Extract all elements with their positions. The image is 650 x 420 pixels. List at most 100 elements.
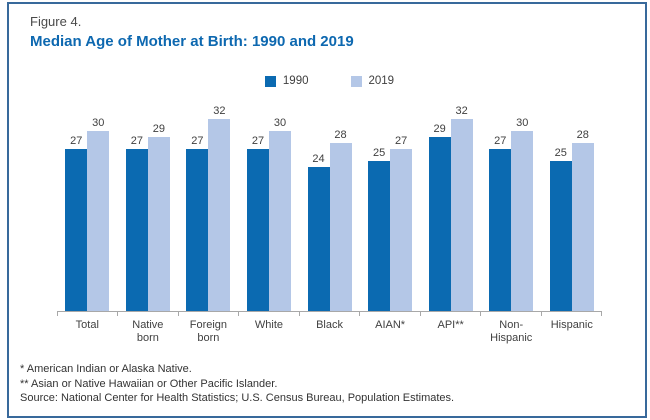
bar-wrap-2019-foreign-born: 32 — [208, 105, 231, 311]
value-label-1990-black: 24 — [312, 153, 325, 165]
bar-wrap-1990-black: 24 — [307, 153, 330, 311]
axis-tick — [177, 312, 238, 316]
axis-tick — [298, 312, 359, 316]
bar-group-black: 24 28 — [299, 129, 360, 311]
figure-header: Figure 4. Median Age of Mother at Birth:… — [30, 14, 645, 52]
value-label-1990-aian: 25 — [372, 147, 386, 159]
bar-chart: 1990 2019 27 30 27 29 27 32 27 30 24 28 25 27 29 32 27… — [57, 74, 602, 345]
bar-wrap-2019-non-hispanic: 30 — [511, 117, 534, 311]
bar-wrap-1990-hispanic: 25 — [549, 147, 572, 311]
legend-item-2019: 2019 — [350, 75, 395, 87]
value-label-1990-total: 27 — [70, 135, 83, 147]
figure-title: Median Age of Mother at Birth: 1990 and … — [30, 33, 354, 50]
category-labels: Total Native born Foreign born White Black AIAN… — [57, 319, 602, 345]
axis-tick — [238, 312, 298, 316]
legend-label-1990: 1990 — [282, 75, 309, 87]
bar-1990-native-born — [125, 149, 148, 311]
legend-item-1990: 1990 — [264, 75, 309, 87]
bar-group-hispanic: 25 28 — [542, 129, 603, 311]
bar-2019-native-born — [147, 137, 170, 311]
value-label-2019-foreign-born: 32 — [213, 105, 226, 117]
bar-group-total: 27 30 — [57, 117, 118, 311]
bars-area: 27 30 27 29 27 32 27 30 24 28 25 27 29 32 27 30 25 28 — [57, 103, 602, 311]
bar-2019-white — [268, 131, 291, 311]
bar-2019-aian — [390, 149, 413, 311]
bar-2019-total — [87, 131, 110, 311]
bar-wrap-2019-black: 28 — [329, 129, 352, 311]
bar-wrap-2019-api: 32 — [450, 105, 473, 311]
bar-group-native-born: 27 29 — [118, 123, 179, 311]
bar-1990-foreign-born — [186, 149, 209, 311]
chart-legend: 1990 2019 — [57, 74, 602, 88]
bar-2019-non-hispanic — [511, 131, 534, 311]
bar-1990-api — [428, 137, 451, 311]
axis-tick — [419, 312, 480, 316]
legend-label-2019: 2019 — [368, 75, 395, 87]
value-label-2019-hispanic: 28 — [576, 129, 589, 141]
bar-wrap-1990-total: 27 — [65, 135, 88, 311]
bar-2019-foreign-born — [208, 119, 231, 311]
axis-tick — [117, 312, 177, 316]
bar-wrap-1990-foreign-born: 27 — [186, 135, 209, 311]
bar-1990-black — [307, 167, 330, 311]
axis-tick — [359, 312, 419, 316]
bar-wrap-1990-api: 29 — [428, 123, 451, 311]
footnote-aian: * American Indian or Alaska Native. — [20, 363, 192, 375]
figure-frame: Figure 4. Median Age of Mother at Birth:… — [7, 2, 647, 418]
bar-group-non-hispanic: 27 30 — [481, 117, 542, 311]
value-label-1990-hispanic: 25 — [554, 147, 567, 159]
bar-wrap-2019-aian: 27 — [390, 135, 413, 311]
category-label-black: Black — [316, 319, 343, 331]
figure-label: Figure 4. — [30, 14, 82, 29]
axis-tick — [480, 312, 540, 316]
footnotes: * American Indian or Alaska Native. ** A… — [20, 362, 645, 406]
value-label-1990-native-born: 27 — [130, 135, 143, 147]
value-label-2019-total: 30 — [92, 117, 105, 129]
bar-wrap-1990-white: 27 — [246, 135, 269, 311]
value-label-2019-black: 28 — [334, 129, 347, 141]
value-label-2019-white: 30 — [273, 117, 287, 129]
category-label-api: API** — [437, 319, 464, 331]
bar-wrap-2019-total: 30 — [87, 117, 110, 311]
value-label-2019-non-hispanic: 30 — [516, 117, 529, 129]
value-label-1990-api: 29 — [433, 123, 446, 135]
bar-wrap-2019-hispanic: 28 — [571, 129, 594, 311]
axis-tick — [57, 312, 117, 316]
value-label-2019-aian: 27 — [394, 135, 408, 147]
value-label-1990-non-hispanic: 27 — [494, 135, 507, 147]
value-label-1990-white: 27 — [251, 135, 265, 147]
bar-1990-non-hispanic — [489, 149, 512, 311]
footnote-api: ** Asian or Native Hawaiian or Other Pac… — [20, 377, 278, 390]
value-label-2019-api: 32 — [455, 105, 468, 117]
bar-2019-black — [329, 143, 352, 311]
value-label-2019-native-born: 29 — [152, 123, 165, 135]
bar-1990-aian — [368, 161, 391, 311]
bar-group-api: 29 32 — [420, 105, 481, 311]
bar-1990-hispanic — [549, 161, 572, 311]
bar-1990-total — [65, 149, 88, 311]
bar-group-white: 27 30 — [239, 117, 300, 311]
legend-swatch-1990 — [264, 75, 276, 87]
category-label-foreign-born: Foreign born — [189, 319, 228, 344]
bar-1990-white — [246, 149, 269, 311]
bar-wrap-1990-aian: 25 — [368, 147, 391, 311]
bar-wrap-1990-native-born: 27 — [125, 135, 148, 311]
category-label-total: Total — [75, 319, 99, 331]
category-label-native-born: Native born — [132, 319, 164, 344]
bar-group-aian: 25 27 — [360, 135, 421, 311]
bar-wrap-2019-native-born: 29 — [147, 123, 170, 311]
category-label-hispanic: Hispanic — [550, 319, 593, 331]
bar-wrap-2019-white: 30 — [268, 117, 291, 311]
axis-tick — [540, 312, 601, 316]
bar-group-foreign-born: 27 32 — [178, 105, 239, 311]
category-label-non-hispanic: Non- Hispanic — [490, 319, 533, 344]
bar-2019-api — [450, 119, 473, 311]
legend-swatch-2019 — [350, 75, 362, 87]
footnote-source: Source: National Center for Health Stati… — [20, 392, 455, 404]
bar-2019-hispanic — [571, 143, 594, 311]
category-label-aian: AIAN* — [375, 319, 406, 331]
category-label-white: White — [254, 319, 284, 331]
category-axis — [57, 311, 602, 316]
value-label-1990-foreign-born: 27 — [191, 135, 204, 147]
bar-wrap-1990-non-hispanic: 27 — [489, 135, 512, 311]
